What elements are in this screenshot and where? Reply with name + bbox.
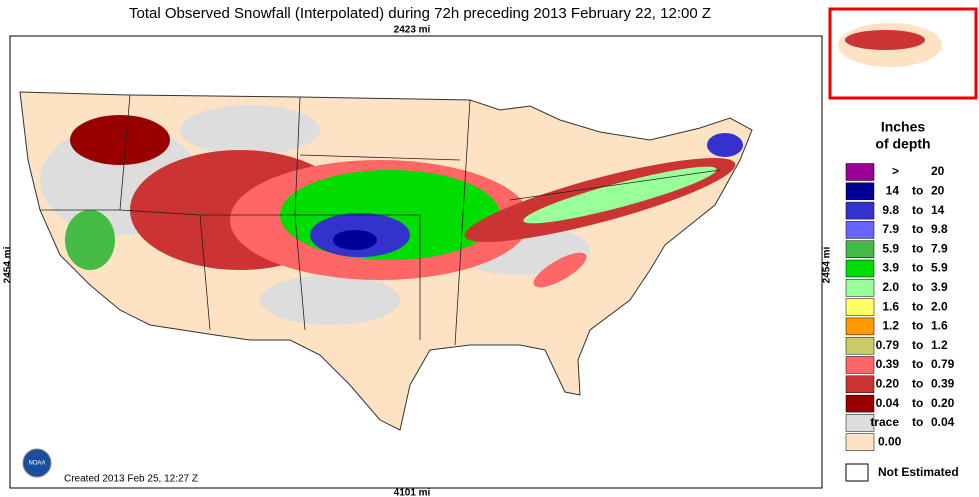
legend-label: 14 bbox=[931, 203, 945, 217]
legend-label: 7.9 bbox=[931, 241, 948, 255]
state-lines bbox=[40, 94, 721, 346]
legend-label: Not Estimated bbox=[878, 465, 959, 479]
legend-label: 0.39 bbox=[931, 376, 955, 390]
title: Total Observed Snowfall (Interpolated) d… bbox=[129, 5, 711, 22]
legend-label: to bbox=[912, 183, 923, 197]
legend-label: to bbox=[912, 376, 923, 390]
legend-label: 9.8 bbox=[882, 203, 899, 217]
inset bbox=[828, 7, 978, 100]
legend-label: 20 bbox=[931, 183, 945, 197]
legend-swatch bbox=[845, 394, 875, 413]
legend-swatch bbox=[845, 221, 875, 239]
legend-label: 9.8 bbox=[931, 222, 948, 236]
legend-swatch bbox=[845, 163, 875, 181]
legend-label: 14 bbox=[886, 183, 900, 197]
legend-label: to bbox=[912, 415, 923, 429]
legend-swatch bbox=[845, 414, 875, 432]
legend-label: to bbox=[912, 261, 923, 275]
noaa-logo: NOAA bbox=[22, 448, 52, 478]
legend-label: 5.9 bbox=[931, 261, 948, 275]
legend-label: 0.79 bbox=[931, 357, 955, 371]
legend-label: 2.0 bbox=[882, 280, 899, 294]
legend-label: 1.6 bbox=[882, 299, 899, 313]
legend-label: 1.6 bbox=[931, 319, 948, 333]
legend-swatch bbox=[845, 279, 875, 297]
legend-label: 5.9 bbox=[882, 241, 899, 255]
top-scale: 2423 mi bbox=[394, 25, 431, 36]
legend-label: to bbox=[912, 357, 923, 371]
legend-swatch bbox=[845, 240, 875, 258]
legend-label: > bbox=[892, 164, 899, 178]
legend-label: trace bbox=[870, 415, 899, 429]
legend: >20 14 to 20 9.8 to 14 7.9 to 9.8 5.9 to 7.9 3.9 to 5.9… bbox=[845, 163, 959, 482]
map: NOAA bbox=[9, 35, 823, 489]
legend-swatch bbox=[845, 433, 875, 451]
legend-label: 7.9 bbox=[882, 222, 899, 236]
legend-label: 3.9 bbox=[882, 261, 899, 275]
legend-label: 0.79 bbox=[876, 338, 900, 352]
logo-text: NOAA bbox=[28, 461, 45, 467]
legend-swatch bbox=[845, 201, 875, 220]
legend-swatch bbox=[845, 375, 875, 394]
legend-label: 0.39 bbox=[876, 357, 900, 371]
legend-label: to bbox=[912, 319, 923, 333]
legend-label: to bbox=[912, 280, 923, 294]
bottom-scale: 4101 mi bbox=[394, 488, 431, 497]
legend-label: to bbox=[912, 203, 923, 217]
legend-label: 1.2 bbox=[931, 338, 948, 352]
legend-label: 0.04 bbox=[931, 415, 955, 429]
legend-label: to bbox=[912, 338, 923, 352]
legend-label: 1.2 bbox=[882, 319, 899, 333]
legend-swatch bbox=[845, 317, 875, 336]
left-scale: 2454 mi bbox=[3, 246, 14, 283]
legend-swatch bbox=[845, 356, 875, 374]
legend-swatch bbox=[845, 259, 875, 278]
legend-label: 0.20 bbox=[931, 396, 955, 410]
legend-label: 0.04 bbox=[876, 396, 900, 410]
legend-title: of depth bbox=[875, 136, 930, 152]
legend-label: 20 bbox=[931, 164, 945, 178]
snow-areas bbox=[65, 115, 743, 288]
legend-label: 3.9 bbox=[931, 280, 948, 294]
legend-swatch bbox=[845, 298, 875, 316]
legend-label: to bbox=[912, 299, 923, 313]
legend-swatch bbox=[845, 182, 875, 201]
legend-swatch bbox=[845, 463, 869, 482]
legend-swatch bbox=[845, 336, 875, 355]
legend-label: to bbox=[912, 222, 923, 236]
legend-label: 0.00 bbox=[878, 434, 902, 448]
legend-label: to bbox=[912, 241, 923, 255]
legend-label: 0.20 bbox=[876, 376, 900, 390]
created: Created 2013 Feb 25, 12:27 Z bbox=[64, 474, 198, 485]
legend-title: Inches bbox=[881, 119, 926, 135]
right-scale: 2454 mi bbox=[822, 246, 833, 283]
inset-snow bbox=[845, 30, 925, 50]
legend-label: to bbox=[912, 396, 923, 410]
legend-label: 2.0 bbox=[931, 299, 948, 313]
